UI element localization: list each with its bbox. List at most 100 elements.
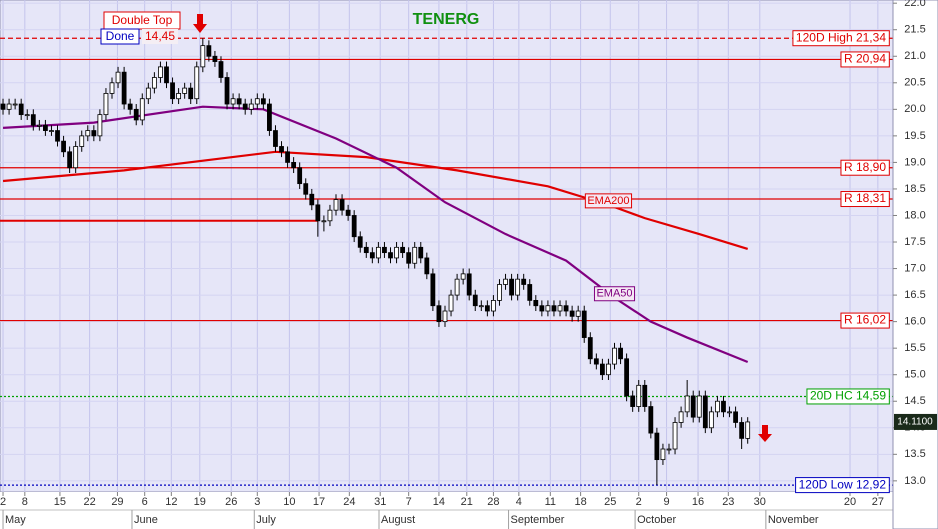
ema-label-group: EMA200 <box>584 193 633 209</box>
y-tick-label: 19.0 <box>904 156 925 168</box>
candle-body <box>170 82 175 100</box>
candle-body <box>484 305 490 312</box>
candle-body <box>176 93 182 100</box>
candle-body <box>351 215 357 238</box>
candle-body <box>545 305 551 312</box>
candle-body <box>581 310 587 338</box>
candle-body <box>30 114 36 126</box>
candle-body <box>460 273 466 280</box>
x-tick-label: 9 <box>664 496 670 508</box>
last-price-box <box>894 413 937 430</box>
status-label: Done <box>106 29 135 43</box>
candle-body <box>739 422 745 439</box>
candle-body <box>527 284 533 301</box>
candle-body <box>448 294 454 312</box>
candle-body <box>164 66 169 84</box>
x-tick-label: 18 <box>574 496 586 508</box>
candle-body <box>684 395 690 413</box>
candle-body <box>121 71 127 105</box>
x-tick-label: 11 <box>545 496 556 508</box>
candle-body <box>273 130 278 147</box>
y-axis-area <box>892 0 938 529</box>
ema-label-group: EMA50 <box>593 286 636 302</box>
level-label-box <box>840 159 890 176</box>
ema-line <box>2 150 749 250</box>
candle-body <box>206 45 212 57</box>
candle-body <box>297 167 303 185</box>
month-label: August <box>381 514 415 526</box>
candle-body <box>73 146 79 169</box>
candle-body <box>303 183 309 195</box>
candle-body <box>260 98 266 105</box>
x-tick-label: 30 <box>754 496 766 508</box>
candle-body <box>557 305 563 312</box>
candle-body <box>521 278 527 285</box>
pattern-label: Double Top <box>112 13 173 27</box>
x-tick-label: 2 <box>0 496 6 508</box>
candle-body <box>85 130 91 137</box>
level-label-box <box>840 312 890 329</box>
x-tick-label: 24 <box>343 496 355 508</box>
y-tick-label: 17.0 <box>904 262 925 274</box>
candle-body <box>315 204 321 222</box>
candle-body <box>236 98 242 105</box>
plot-layer <box>0 0 893 492</box>
ema-label-box <box>584 193 633 209</box>
x-tick-label: 19 <box>194 496 206 508</box>
candle-body <box>158 66 163 78</box>
y-tick-label: 22.0 <box>904 0 925 9</box>
candle-body <box>145 87 151 100</box>
candle-body <box>24 114 30 117</box>
signal-arrow <box>758 425 772 442</box>
candle-body <box>388 252 393 259</box>
candle-body <box>593 358 599 365</box>
candle-body <box>139 98 145 121</box>
month-label: May <box>5 514 26 526</box>
level-label-box <box>806 388 890 405</box>
y-tick-label: 21.5 <box>904 24 925 36</box>
candle-body <box>575 310 581 317</box>
y-tick-label: 18.5 <box>904 183 925 195</box>
y-tick-label: 21.0 <box>904 50 925 62</box>
y-tick-label: 19.5 <box>904 130 925 142</box>
candle-body <box>43 124 48 131</box>
month-label: June <box>134 514 158 526</box>
month-label: September <box>511 514 565 526</box>
candle-body <box>618 347 623 360</box>
candle-body <box>357 236 363 248</box>
candle-body <box>454 278 460 296</box>
level-label-box <box>792 30 890 47</box>
x-tick-label: 15 <box>54 496 66 508</box>
candle-body <box>606 363 611 376</box>
level-label-group: 120D High 21,34 <box>792 30 890 47</box>
candle-body <box>254 98 260 105</box>
candle-body <box>212 55 218 62</box>
candle-body <box>188 87 194 100</box>
candle-body <box>642 384 648 407</box>
candle-body <box>224 77 230 105</box>
x-tick-label: 23 <box>722 496 734 508</box>
candle-body <box>478 305 484 308</box>
candle-body <box>599 363 605 376</box>
candle-body <box>612 347 617 365</box>
candle-body <box>624 358 630 397</box>
candle-body <box>424 257 430 275</box>
candle-body <box>400 246 406 254</box>
candle-body <box>267 103 272 131</box>
ema-label: EMA200 <box>587 195 629 207</box>
x-tick-label: 31 <box>374 496 386 508</box>
y-tick-label: 15.0 <box>904 369 925 381</box>
candle-body <box>133 108 139 121</box>
candle-body <box>708 411 714 429</box>
candle-body <box>648 406 654 434</box>
level-label-group: R 18,31 <box>840 191 890 208</box>
candle-body <box>91 130 97 137</box>
candle-body <box>394 246 399 259</box>
plot-area <box>0 0 894 493</box>
candle-body <box>115 71 121 84</box>
x-tick-label: 27 <box>872 496 884 508</box>
candle-body <box>61 140 66 153</box>
x-tick-label: 7 <box>406 496 412 508</box>
candle-body <box>509 278 514 296</box>
candle-body <box>636 384 642 407</box>
